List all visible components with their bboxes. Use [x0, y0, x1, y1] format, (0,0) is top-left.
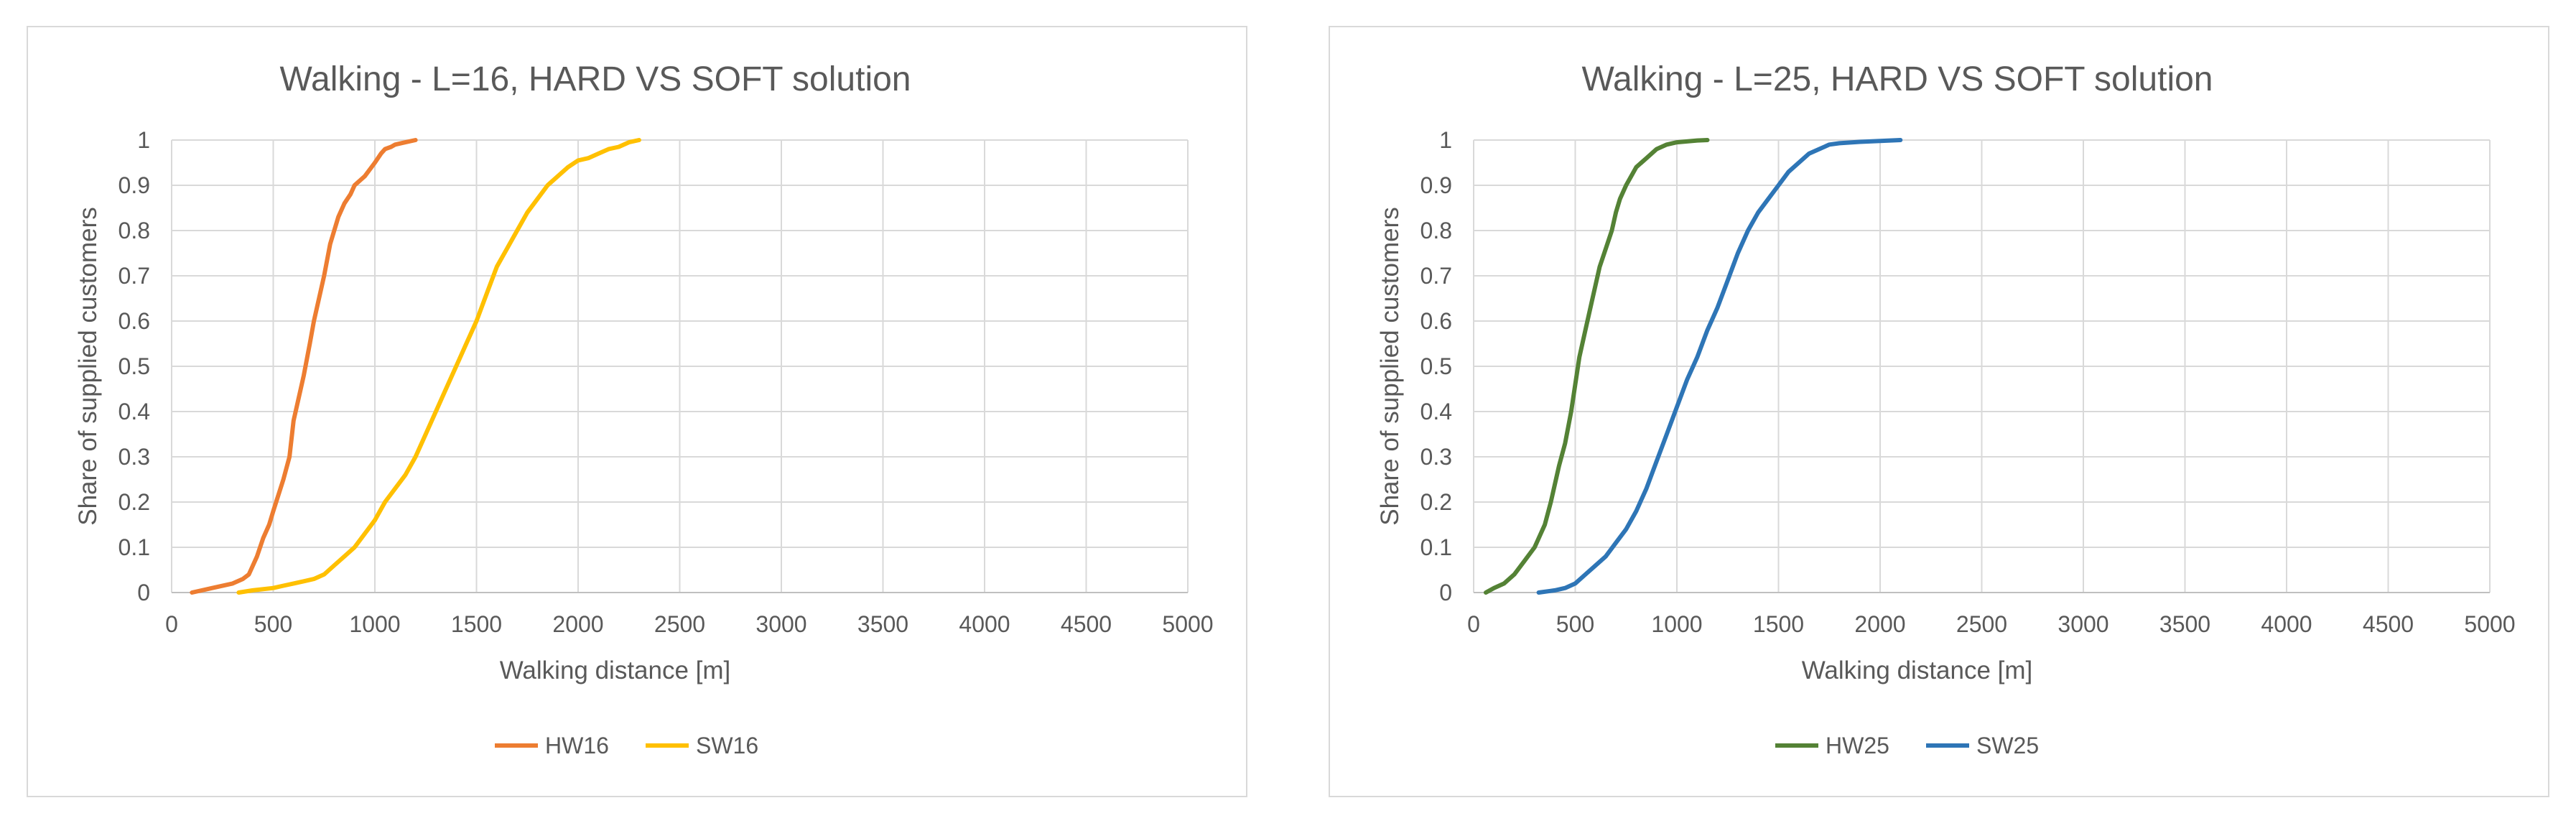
x-tick-label: 0: [1467, 611, 1480, 637]
y-tick-label: 0.4: [1420, 399, 1452, 424]
y-tick-label: 0.4: [118, 399, 150, 424]
chart-title: Walking - L=25, HARD VS SOFT solution: [1582, 60, 2213, 98]
x-tick-label: 4500: [1061, 611, 1112, 637]
y-tick-label: 0.8: [118, 218, 150, 243]
chart-panel-l25: Walking - L=25, HARD VS SOFT solution 0 50…: [1329, 26, 2549, 797]
y-tick-label: 0.3: [1420, 444, 1452, 470]
x-tick-label: 1000: [1651, 611, 1702, 637]
x-tick-label: 2500: [1956, 611, 2007, 637]
x-tick-label: 2500: [654, 611, 705, 637]
series-line-sw25: [1536, 138, 1903, 595]
y-tick-label: 0.6: [118, 308, 150, 334]
x-tick-label: 0: [165, 611, 178, 637]
x-axis-title: Walking distance [m]: [500, 656, 731, 684]
x-tick-label: 1000: [349, 611, 400, 637]
y-axis-title: Share of supplied customers: [1376, 207, 1404, 526]
x-tick-label: 2000: [552, 611, 603, 637]
y-axis-title: Share of supplied customers: [74, 207, 102, 526]
series-line-sw16: [236, 138, 641, 595]
y-tick-label: 0: [1439, 580, 1452, 605]
y-tick-label: 0.1: [118, 534, 150, 560]
x-tick-label: 3000: [755, 611, 806, 637]
y-tick-label: 0.3: [118, 444, 150, 470]
y-tick-label: 0.5: [1420, 353, 1452, 379]
y-tick-label: 0.7: [1420, 263, 1452, 289]
y-tick-label: 0.9: [1420, 172, 1452, 198]
y-tick-label: 0.9: [118, 172, 150, 198]
y-tick-label: 0.5: [118, 353, 150, 379]
chart-svg: Walking - L=25, HARD VS SOFT solution 0 50…: [1376, 60, 2516, 758]
y-tick-label: 1: [1439, 127, 1452, 153]
y-tick-label: 0.1: [1420, 534, 1452, 560]
x-tick-label: 500: [254, 611, 292, 637]
y-tick-label: 0: [137, 580, 150, 605]
y-tick-label: 0.6: [1420, 308, 1452, 334]
x-tick-label: 3500: [857, 611, 908, 637]
y-tick-label: 0.7: [118, 263, 150, 289]
x-tick-label: 1500: [1753, 611, 1804, 637]
y-tick-label: 0.2: [118, 489, 150, 515]
x-tick-label: 4000: [2261, 611, 2312, 637]
x-tick-label: 5000: [1162, 611, 1213, 637]
x-tick-label: 4000: [959, 611, 1010, 637]
x-tick-label: 1500: [451, 611, 502, 637]
legend-label-hw16: HW16: [545, 733, 609, 758]
legend-label-sw16: SW16: [696, 733, 758, 758]
series-line-hw25: [1484, 138, 1710, 595]
legend-label-sw25: SW25: [1976, 733, 2039, 758]
x-tick-label: 500: [1556, 611, 1594, 637]
chart-panel-l16: Walking - L=16, HARD VS SOFT solution 0 50…: [27, 26, 1247, 797]
chart-svg: Walking - L=16, HARD VS SOFT solution 0 50…: [74, 60, 1214, 758]
x-tick-label: 3000: [2057, 611, 2108, 637]
series-line-hw16: [190, 138, 418, 595]
x-tick-label: 5000: [2464, 611, 2515, 637]
chart-title: Walking - L=16, HARD VS SOFT solution: [280, 60, 911, 98]
x-tick-label: 2000: [1854, 611, 1905, 637]
x-tick-label: 3500: [2159, 611, 2210, 637]
y-tick-label: 0.2: [1420, 489, 1452, 515]
x-axis-title: Walking distance [m]: [1802, 656, 2033, 684]
legend-label-hw25: HW25: [1826, 733, 1889, 758]
x-tick-label: 4500: [2363, 611, 2414, 637]
y-tick-label: 0.8: [1420, 218, 1452, 243]
y-tick-label: 1: [137, 127, 150, 153]
